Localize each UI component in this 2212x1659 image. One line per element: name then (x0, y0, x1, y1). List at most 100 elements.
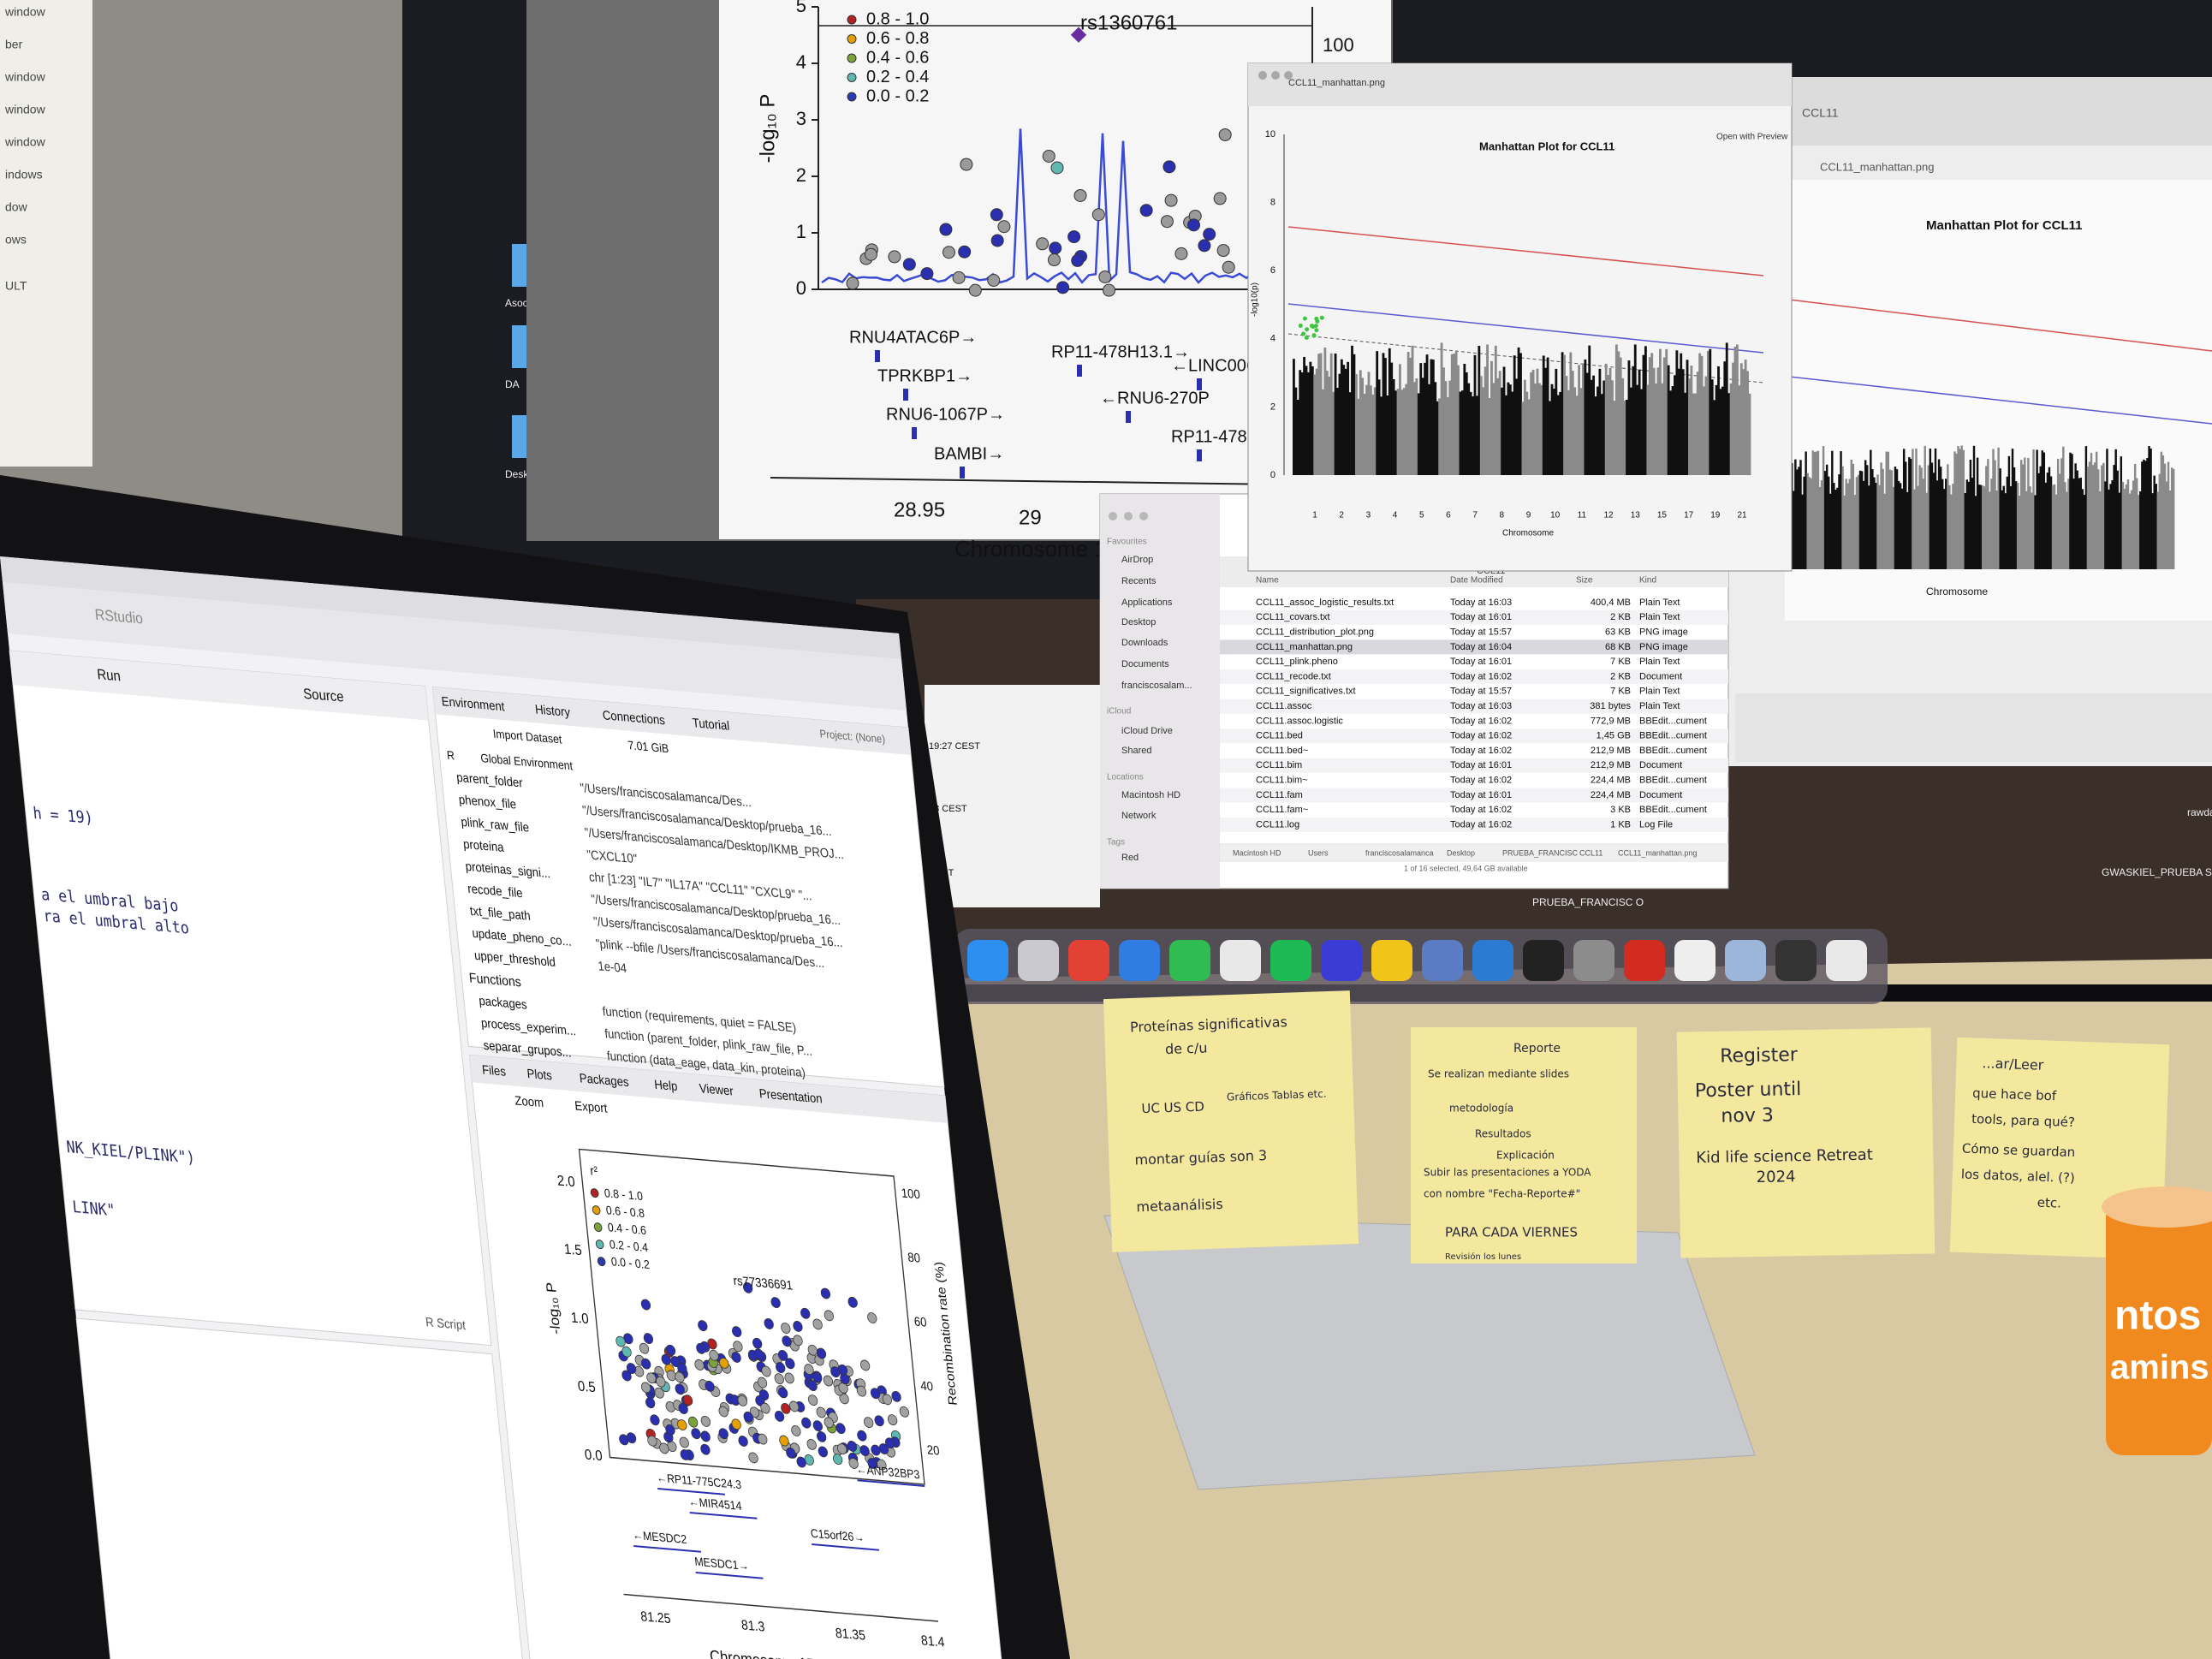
y-tick-label: 0.0 (584, 1447, 604, 1465)
snp-column (1937, 459, 1941, 569)
y-tick-label: 0 (796, 277, 806, 299)
snp-column (1588, 345, 1591, 475)
snp-dot (960, 158, 973, 171)
x-tick-label: 7 (1472, 511, 1478, 520)
file-cell: Today at 16:01 (1450, 612, 1512, 622)
file-cell: 212,9 MB (1591, 760, 1631, 770)
legend-dot (592, 1205, 601, 1216)
snp-column (1677, 368, 1680, 475)
snp-column (2104, 481, 2107, 569)
snp-dot (942, 246, 955, 259)
y2-tick-label: 100 (1323, 34, 1354, 56)
x-tick-label: 81.35 (835, 1626, 866, 1644)
file-cell: Today at 16:02 (1450, 746, 1512, 756)
snp-column (1918, 465, 1921, 569)
x-tick-label: 1 (1312, 511, 1317, 520)
snp-column (2139, 491, 2142, 569)
path-item: CCL11_manhattan.png (1618, 848, 1697, 857)
toolbar-label: Export (574, 1098, 609, 1115)
snp-column (1661, 383, 1664, 475)
snp-column (1976, 457, 1979, 569)
snp-dot (856, 1385, 867, 1397)
snp-column (1619, 357, 1622, 475)
app-icon (1169, 940, 1210, 981)
snp-dot (839, 1393, 849, 1405)
manhattan-window: CCL11_manhattan.png Open with Preview Manh… (1247, 62, 1793, 572)
desktop-icon-label: DA (505, 378, 520, 390)
note-text: UC US CD (1141, 1099, 1204, 1117)
snp-column (1567, 389, 1570, 475)
snp-column (2013, 467, 2016, 569)
snp-dot (781, 1402, 791, 1414)
snp-column (2002, 485, 2005, 569)
snp-column (1671, 386, 1674, 475)
snp-column (1336, 388, 1339, 475)
snp-column (1915, 449, 1918, 569)
snp-column (1556, 395, 1560, 475)
snp-column (1627, 360, 1631, 475)
snp-dot (939, 223, 953, 236)
snp-column (1476, 395, 1478, 475)
snp-dot (679, 1436, 689, 1448)
snp-column (2067, 479, 2070, 569)
snp-column (2116, 470, 2119, 569)
sidebar-item: Downloads (1121, 638, 1168, 648)
file-cell: Plain Text (1639, 612, 1680, 622)
env-name: parent_folder (455, 770, 523, 790)
snp-column (1684, 392, 1687, 475)
snp-dot (665, 1424, 675, 1436)
snp-column (2006, 476, 2009, 569)
snp-column (1501, 387, 1504, 475)
snp-column (2123, 488, 2126, 569)
snp-column (1594, 396, 1597, 475)
status-text: R Script (425, 1314, 466, 1332)
snp-column (1626, 399, 1628, 475)
file-cell: 1,45 GB (1597, 731, 1631, 741)
snp-column (1987, 459, 1989, 569)
snp-column (2167, 461, 2170, 569)
snp-column (2163, 463, 2167, 569)
snp-column (2151, 493, 2154, 569)
file-cell: 7 KB (1610, 687, 1631, 697)
snp-column (1377, 379, 1381, 475)
y-axis-label: -log₁₀ P (544, 1281, 564, 1335)
x-tick-label: 81.4 (920, 1633, 945, 1650)
snp-column (1332, 391, 1335, 475)
note-text: de c/u (1165, 1039, 1208, 1057)
snp-column (1569, 352, 1573, 475)
snp-column (1845, 479, 1847, 569)
snp-dot (1218, 128, 1232, 141)
finder-bar (1735, 693, 2212, 762)
snp-column (2072, 479, 2075, 569)
snp-dot (800, 1307, 811, 1319)
snp-dot (700, 1415, 711, 1427)
snp-column (1806, 473, 1809, 569)
snp-column (1706, 351, 1710, 475)
snp-dot (899, 1406, 909, 1418)
file-cell: CCL11.bim~ (1256, 776, 1308, 786)
x-tick-label: 81.3 (740, 1618, 765, 1635)
legend-label: 0.4 - 0.6 (866, 48, 929, 67)
snp-column (1799, 460, 1802, 569)
snp-column (1910, 458, 1912, 569)
snp-column (1565, 376, 1568, 475)
snp-column (1959, 449, 1961, 569)
gene-label: ←LINC006 (1171, 356, 1256, 375)
snp-column (1815, 451, 1818, 569)
snp-dot (1160, 215, 1174, 229)
row-stripe (1220, 758, 1728, 773)
gene-bar (960, 467, 965, 479)
snp-column (1542, 355, 1545, 475)
snp-column (1530, 372, 1533, 475)
snp-column (1883, 493, 1886, 569)
legend-dot (847, 15, 857, 25)
snp-column (1382, 353, 1385, 475)
snp-column (1674, 375, 1676, 475)
snp-dot (639, 1342, 650, 1354)
mug-text: amins (2110, 1349, 2209, 1387)
snp-column (1511, 391, 1514, 475)
snp-column (1384, 358, 1387, 475)
snp-column (1438, 398, 1442, 475)
snp-column (1559, 391, 1562, 475)
snp-column (1390, 362, 1394, 475)
